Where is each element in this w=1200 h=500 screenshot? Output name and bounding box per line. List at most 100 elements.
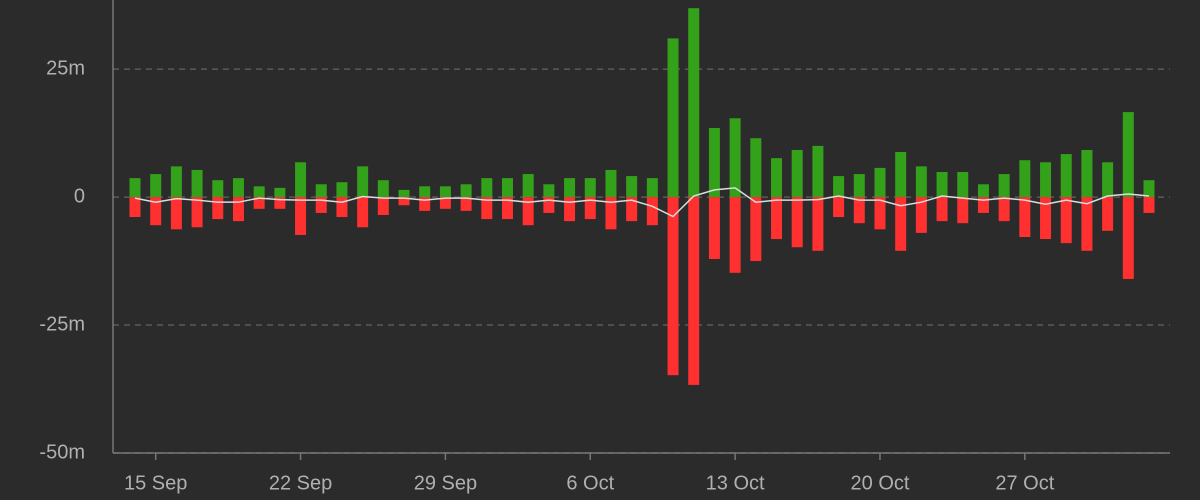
bar — [750, 197, 762, 262]
bar — [295, 162, 307, 198]
bar — [170, 166, 182, 198]
bar — [584, 178, 596, 198]
bar — [439, 186, 451, 198]
bar — [708, 127, 720, 198]
bar — [853, 174, 865, 198]
bar — [895, 152, 907, 198]
bar — [667, 197, 679, 376]
bar — [1081, 197, 1093, 251]
bar — [377, 197, 389, 215]
bar — [853, 197, 865, 224]
bar — [1143, 197, 1155, 213]
bar — [771, 158, 783, 198]
bar — [957, 171, 969, 198]
bar — [708, 197, 720, 260]
bar — [419, 186, 431, 198]
bar — [212, 197, 224, 220]
bar — [129, 178, 141, 198]
bar — [481, 197, 493, 220]
bar — [377, 180, 389, 198]
bar — [833, 176, 845, 198]
bar — [584, 197, 596, 220]
bar — [729, 197, 741, 273]
bar — [150, 197, 162, 226]
net-line — [134, 187, 1150, 218]
bar — [688, 8, 700, 198]
bar — [1019, 197, 1031, 237]
x-tick-label: 6 Oct — [566, 472, 614, 494]
bar — [357, 197, 369, 228]
bar — [977, 197, 989, 213]
bar — [812, 197, 824, 251]
bar — [129, 197, 141, 218]
bar — [295, 197, 307, 235]
bar — [398, 197, 410, 206]
bar — [522, 174, 534, 198]
bar — [1122, 112, 1134, 198]
bar — [274, 197, 286, 209]
bar — [212, 180, 224, 198]
bar — [315, 184, 327, 198]
y-tick-label: 25m — [46, 57, 85, 79]
bar — [564, 178, 576, 198]
bar — [812, 145, 824, 198]
bar — [1143, 180, 1155, 198]
x-tick-label: 29 Sep — [414, 472, 477, 494]
bar — [977, 184, 989, 198]
bar — [915, 166, 927, 198]
bar — [150, 174, 162, 198]
bar — [936, 171, 948, 198]
bar — [170, 197, 182, 230]
bar — [998, 174, 1010, 198]
bar — [1102, 162, 1114, 198]
bar — [439, 197, 451, 209]
bar — [460, 184, 472, 198]
bar — [626, 197, 638, 222]
bar — [1040, 197, 1052, 240]
y-tick-label: 0 — [74, 185, 85, 207]
x-tick-label: 22 Sep — [269, 472, 332, 494]
bar — [543, 184, 555, 198]
y-tick-label: -25m — [39, 313, 85, 335]
bar — [915, 197, 927, 233]
bar — [936, 197, 948, 222]
bar — [688, 197, 700, 385]
bar — [501, 197, 513, 220]
bar — [874, 197, 886, 230]
bar — [501, 178, 513, 198]
bar — [253, 197, 265, 209]
bar — [1040, 162, 1052, 198]
bar — [771, 197, 783, 240]
x-tick-label: 20 Oct — [851, 472, 910, 494]
x-tick-label: 15 Sep — [124, 472, 187, 494]
bar — [667, 38, 679, 198]
bar — [1060, 197, 1072, 244]
bar — [481, 178, 493, 198]
bar — [543, 197, 555, 213]
bar — [274, 187, 286, 198]
bar — [522, 197, 534, 226]
bar — [419, 197, 431, 211]
bar — [833, 197, 845, 218]
bar — [750, 138, 762, 198]
bar — [191, 169, 203, 198]
bar — [336, 182, 348, 198]
bar — [460, 197, 472, 211]
bar — [791, 197, 803, 248]
bar — [646, 197, 658, 226]
bar — [398, 189, 410, 198]
y-tick-label: -50m — [39, 441, 85, 463]
bar — [357, 166, 369, 198]
x-tick-label: 27 Oct — [995, 472, 1054, 494]
bar — [191, 197, 203, 228]
bar — [729, 118, 741, 198]
bar — [336, 197, 348, 218]
bar — [957, 197, 969, 224]
bar — [1122, 197, 1134, 279]
bar — [564, 197, 576, 222]
bar — [874, 167, 886, 198]
bar — [605, 169, 617, 198]
bar — [1102, 197, 1114, 231]
bar — [791, 149, 803, 198]
